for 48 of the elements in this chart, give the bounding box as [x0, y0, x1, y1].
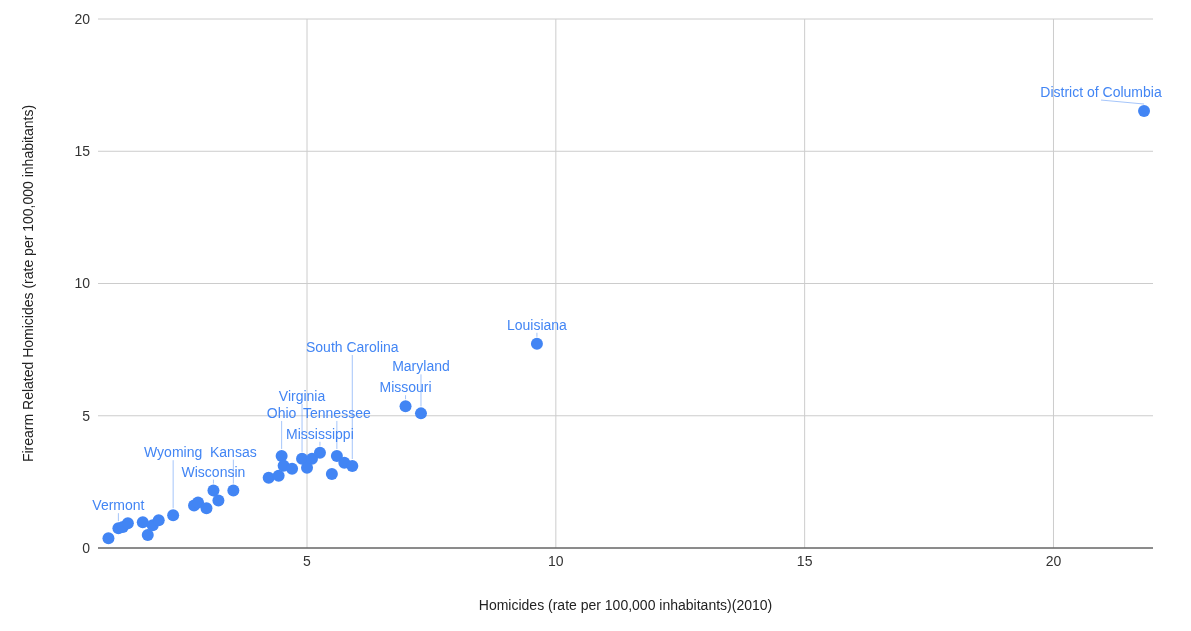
annotation: District of Columbia	[1040, 84, 1162, 101]
annotation: Tennessee	[303, 404, 371, 421]
point	[152, 514, 165, 527]
annotation: Missouri	[379, 379, 432, 396]
point	[275, 449, 288, 462]
y-tick-label: 20	[74, 10, 91, 27]
point	[212, 494, 225, 507]
point	[262, 471, 275, 484]
annotation: Maryland	[392, 358, 450, 375]
point	[414, 407, 427, 420]
point	[313, 446, 326, 459]
point	[227, 484, 240, 497]
annotation: Vermont	[92, 497, 145, 514]
y-tick-label: 0	[82, 539, 91, 556]
point	[192, 496, 205, 509]
y-axis-title: Firearm Related Homicides (rate per 100,000 inhabitants)	[19, 104, 36, 463]
point	[272, 469, 285, 482]
x-tick-label: 20	[1045, 552, 1062, 569]
y-tick-label: 15	[74, 143, 91, 160]
annotation: Ohio	[266, 404, 297, 421]
point	[136, 516, 149, 529]
point	[207, 484, 220, 497]
x-axis-title: Homicides (rate per 100,000 inhabitants)(2010)	[478, 597, 773, 613]
x-tick-label: 10	[548, 552, 564, 569]
point	[530, 337, 543, 350]
point	[330, 449, 343, 462]
y-tick-label: 10	[74, 275, 91, 292]
point	[102, 532, 115, 545]
point	[200, 502, 213, 515]
point	[346, 460, 359, 473]
annotation: Mississippi	[286, 425, 354, 442]
x-tick-label: 5	[303, 552, 312, 569]
annotation: Louisiana	[506, 316, 568, 333]
point	[399, 400, 412, 413]
x-tick-label: 15	[796, 552, 813, 569]
annotation: Wisconsin	[181, 463, 246, 480]
point	[141, 529, 154, 542]
point	[286, 462, 299, 475]
point	[325, 467, 338, 480]
point	[121, 517, 134, 530]
point	[301, 461, 314, 474]
annotation: Virginia	[278, 387, 326, 404]
y-tick-label: 5	[82, 407, 91, 424]
annotation: Kansas	[210, 443, 257, 460]
annotation: Wyoming	[144, 444, 203, 461]
point	[1138, 105, 1151, 118]
annotation: South Carolina	[305, 339, 399, 356]
point	[167, 509, 180, 522]
